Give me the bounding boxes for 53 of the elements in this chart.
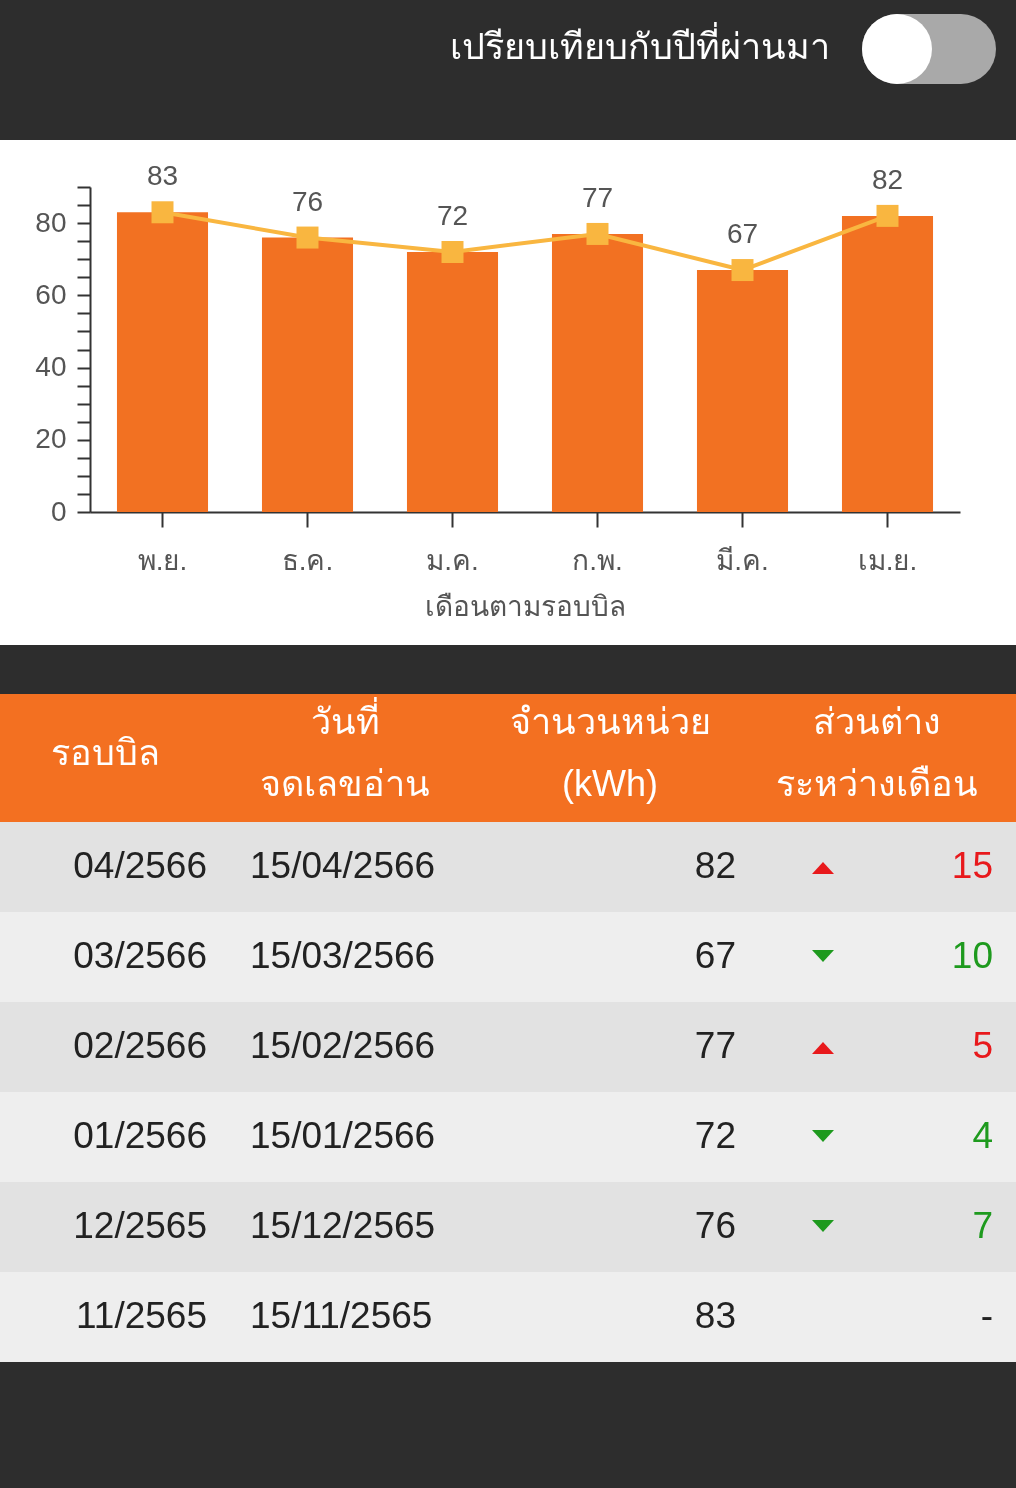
y-tick-label: 0 bbox=[50, 495, 67, 527]
category-label: วันที่ จดเลขอ่าน bbox=[260, 696, 430, 806]
x-tick-label: ธ.ค. bbox=[281, 544, 334, 576]
data-label: 83 bbox=[146, 160, 179, 192]
category-label: รอบบิล bbox=[50, 731, 160, 775]
data-label: 67 bbox=[726, 218, 759, 250]
text: เปรียบเทียบกับปีที่ผ่านมา bbox=[450, 21, 830, 69]
text: 01/2566 bbox=[73, 1115, 207, 1156]
text: 10 bbox=[951, 935, 993, 976]
y-tick-label: 60 bbox=[35, 278, 67, 310]
x-tick-label: ก.พ. bbox=[572, 544, 623, 576]
point bbox=[151, 201, 174, 224]
text: - bbox=[980, 1295, 993, 1336]
text: 15/04/2566 bbox=[250, 845, 436, 886]
text: 82 bbox=[694, 845, 736, 886]
text: 02/2566 bbox=[73, 1025, 207, 1066]
text: 12/2565 bbox=[73, 1205, 207, 1246]
x-tick-label: เม.ย. bbox=[857, 544, 918, 576]
text: 15/01/2566 bbox=[250, 1115, 436, 1156]
text: 15 bbox=[951, 845, 993, 886]
text: 15/11/2565 bbox=[250, 1295, 433, 1336]
text: 72 bbox=[694, 1115, 736, 1156]
x-tick-label: ม.ค. bbox=[426, 544, 479, 576]
text: 15/02/2566 bbox=[250, 1025, 436, 1066]
point bbox=[586, 222, 609, 245]
text: 15/12/2565 bbox=[250, 1205, 436, 1246]
data-label: 82 bbox=[871, 163, 904, 195]
text: 83 bbox=[694, 1295, 736, 1336]
text: 4 bbox=[972, 1115, 993, 1156]
text: 7 bbox=[972, 1205, 993, 1246]
data-label: 72 bbox=[436, 200, 469, 231]
text: 03/2566 bbox=[73, 935, 207, 976]
point bbox=[296, 226, 319, 249]
x-axis-title: เดือนตามรอบบิล bbox=[425, 590, 626, 622]
x-tick-label: พ.ย. bbox=[137, 544, 188, 576]
text: 5 bbox=[972, 1025, 993, 1066]
y-tick-label: 80 bbox=[35, 206, 67, 238]
category-label: จำนวนหน่วย (kWh) bbox=[509, 700, 711, 806]
point bbox=[876, 204, 899, 227]
data-label: 76 bbox=[291, 185, 324, 217]
text: 04/2566 bbox=[73, 845, 207, 886]
y-tick-label: 20 bbox=[35, 423, 67, 455]
x-tick-label: มี.ค. bbox=[716, 544, 769, 576]
data-label: 77 bbox=[581, 181, 614, 213]
point bbox=[441, 241, 464, 263]
text: 11/2565 bbox=[76, 1295, 207, 1336]
category-label: ส่วนต่าง ระหว่างเดือน bbox=[776, 700, 978, 806]
text: 76 bbox=[694, 1205, 736, 1246]
point bbox=[731, 259, 754, 282]
text: 67 bbox=[694, 935, 736, 976]
text: 15/03/2566 bbox=[250, 935, 436, 976]
y-tick-label: 40 bbox=[35, 351, 67, 383]
text: 77 bbox=[694, 1025, 736, 1066]
